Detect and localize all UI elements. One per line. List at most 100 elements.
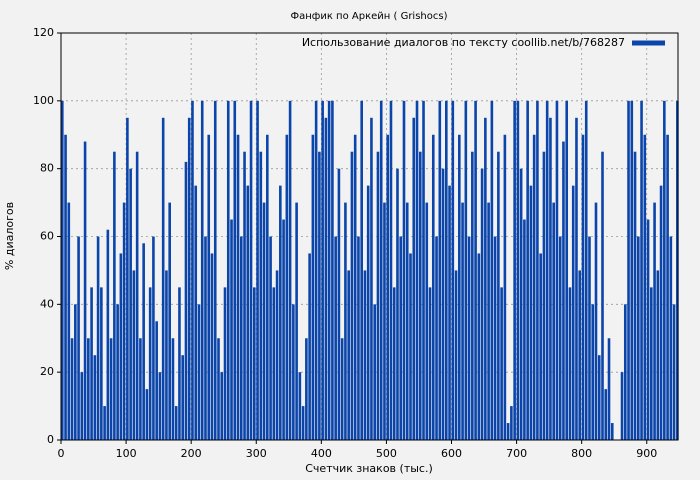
bar (523, 219, 526, 440)
bar (405, 202, 409, 440)
y-tick-label: 0 (47, 433, 54, 446)
x-tick-label: 600 (441, 447, 462, 460)
bar (64, 134, 67, 440)
bar (428, 287, 432, 440)
y-tick-label: 100 (33, 94, 54, 107)
bar (83, 141, 87, 441)
bar (627, 100, 630, 440)
bar (389, 100, 393, 440)
bar (464, 100, 468, 440)
bar (454, 270, 458, 440)
bar (604, 389, 608, 440)
bar (363, 270, 367, 440)
bar (431, 134, 435, 440)
bar (259, 151, 263, 441)
bar (77, 236, 80, 440)
bar (562, 141, 565, 441)
bar (220, 372, 224, 440)
bar (366, 185, 370, 440)
bar (653, 202, 656, 440)
y-tick-label: 60 (40, 230, 54, 243)
bar (340, 338, 344, 440)
bar (148, 287, 152, 440)
bar (458, 134, 461, 440)
bar (204, 236, 207, 440)
bar (93, 355, 97, 440)
bar (155, 321, 158, 440)
bar (266, 134, 269, 440)
bar (314, 100, 318, 440)
bar (415, 100, 419, 440)
x-tick-label: 400 (311, 447, 332, 460)
bar (542, 151, 546, 441)
bar (243, 151, 246, 441)
bar (262, 202, 266, 440)
bar (669, 236, 673, 440)
bar (145, 389, 149, 440)
bar (575, 117, 578, 441)
bar (252, 287, 256, 440)
bar (256, 100, 259, 440)
bar (353, 134, 357, 440)
x-axis-label: Счетчик знаков (тыс.) (305, 462, 433, 475)
bar (269, 236, 272, 440)
bar (135, 151, 139, 441)
bar (399, 236, 403, 440)
bar (171, 338, 175, 440)
bar (392, 287, 396, 440)
bar (246, 185, 250, 440)
bar (67, 202, 71, 440)
bar (142, 243, 145, 440)
bar (467, 236, 471, 440)
y-tick-label: 20 (40, 365, 54, 378)
bar (568, 287, 572, 440)
bar (396, 168, 399, 440)
bar (279, 185, 282, 440)
bar (331, 100, 334, 440)
bar (168, 202, 171, 440)
bar (318, 151, 321, 441)
bar (74, 304, 77, 440)
bar (370, 117, 373, 441)
bar (480, 168, 484, 440)
bar (226, 100, 230, 440)
bar (578, 270, 582, 440)
bar (230, 219, 233, 440)
bar (379, 100, 383, 440)
y-tick-label: 120 (33, 26, 54, 39)
bar (594, 202, 598, 440)
bar (636, 236, 640, 440)
bar (565, 100, 569, 440)
bar (643, 134, 647, 440)
bar (213, 100, 217, 440)
bar (539, 253, 542, 440)
bar (139, 338, 142, 440)
bar (288, 100, 292, 440)
bar (497, 151, 500, 441)
bar (210, 253, 214, 440)
bar (217, 338, 220, 440)
bar (633, 151, 637, 441)
bar (87, 338, 90, 440)
bar (620, 372, 624, 440)
bar (597, 355, 601, 440)
bar (106, 229, 110, 440)
bar (236, 134, 240, 440)
bar (70, 338, 74, 440)
bar (552, 202, 555, 440)
bar (477, 253, 481, 440)
x-tick-label: 900 (636, 447, 657, 460)
bar (126, 117, 129, 441)
bar (526, 100, 529, 440)
bar (646, 219, 650, 440)
bar (376, 151, 380, 441)
bar (233, 100, 237, 440)
bar (386, 134, 390, 440)
x-tick-label: 200 (181, 447, 202, 460)
bar (383, 202, 386, 440)
bar (532, 134, 536, 440)
bar (510, 406, 513, 440)
bar (529, 185, 533, 440)
